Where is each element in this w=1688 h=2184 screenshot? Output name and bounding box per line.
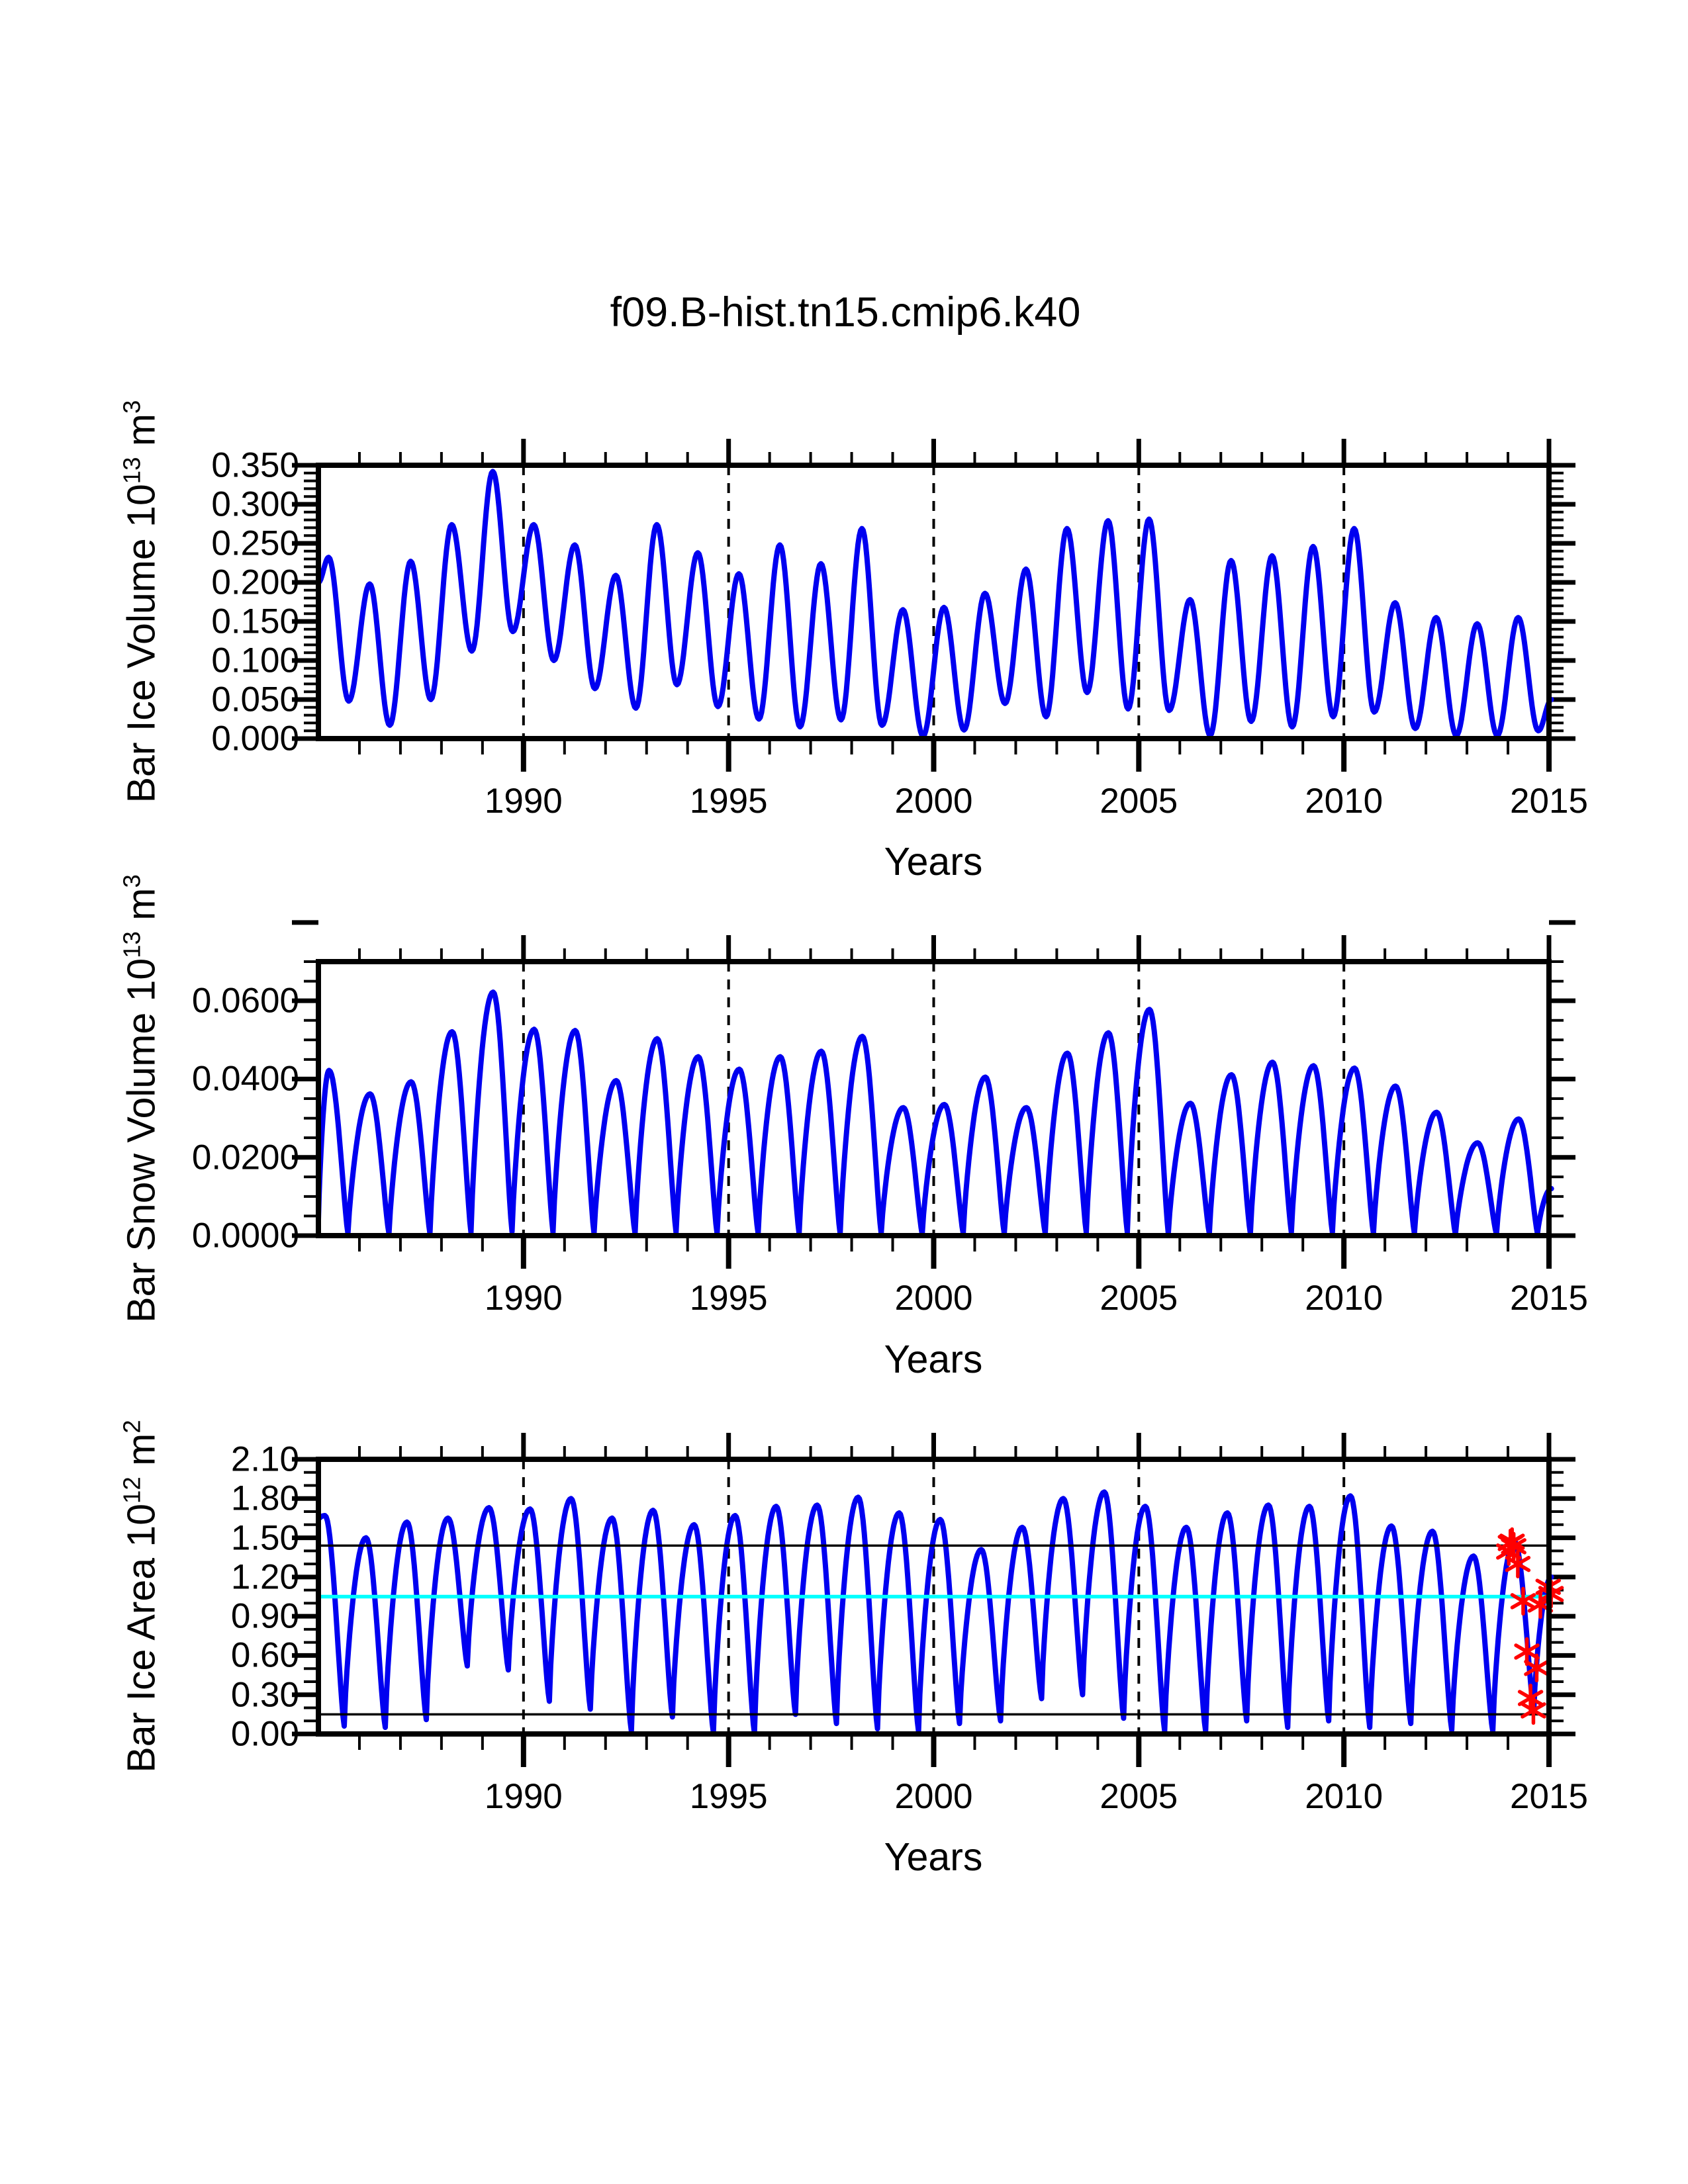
- x-tick-label: 2005: [1100, 782, 1178, 821]
- snow-volume-series-line: [316, 989, 1554, 1238]
- y-tick-label: 0.300: [211, 484, 299, 524]
- ice-volume-series-line: [316, 469, 1554, 739]
- y-tick-label: 0.100: [211, 641, 299, 680]
- panel-snow-volume: [292, 920, 1575, 1269]
- y-tick-label: 0.150: [211, 602, 299, 641]
- y-tick-label: 0.60: [230, 1635, 299, 1675]
- x-tick-label: 2010: [1305, 1777, 1383, 1816]
- ylabel-ice-volume: Bar Ice Volume 1013 m3: [118, 400, 164, 803]
- x-tick-label: 1990: [484, 1777, 563, 1816]
- ylabel-snow-volume: Bar Snow Volume 1013 m3: [118, 874, 164, 1323]
- y-tick-label: 0.0000: [191, 1216, 299, 1255]
- y-tick-label: 0.000: [211, 719, 299, 758]
- x-tick-label: 2010: [1305, 782, 1383, 821]
- y-tick-label: 0.0200: [191, 1138, 299, 1177]
- xlabel-years-middle: Years: [884, 1338, 983, 1381]
- panel-ice-volume: [292, 439, 1575, 772]
- x-tick-label: 2005: [1100, 1777, 1178, 1816]
- x-tick-label: 1995: [689, 1777, 768, 1816]
- x-tick-label: 2000: [894, 782, 973, 821]
- figure-title: f09.B-hist.tn15.cmip6.k40: [610, 289, 1081, 336]
- y-tick-label: 0.200: [211, 563, 299, 602]
- x-tick-label: 2015: [1510, 782, 1588, 821]
- x-tick-label: 2015: [1510, 1279, 1588, 1318]
- y-tick-label: 0.250: [211, 523, 299, 563]
- y-tick-label: 0.90: [230, 1596, 299, 1636]
- y-tick-label: 0.050: [211, 680, 299, 719]
- x-tick-label: 2010: [1305, 1279, 1383, 1318]
- x-tick-label: 2000: [894, 1279, 973, 1318]
- x-tick-label: 1995: [689, 1279, 768, 1318]
- y-tick-label: 0.30: [230, 1675, 299, 1715]
- plot-box-ice-area: [316, 1457, 1552, 1737]
- x-tick-label: 2000: [894, 1777, 973, 1816]
- x-tick-label: 1990: [484, 1279, 563, 1318]
- y-tick-label: 1.20: [230, 1557, 299, 1597]
- y-tick-label: 1.80: [230, 1479, 299, 1518]
- panel-ice-area: [292, 1433, 1575, 1767]
- y-tick-label: 0.0400: [191, 1059, 299, 1099]
- ice-area-series-line: [316, 1489, 1554, 1736]
- x-tick-label: 1995: [689, 782, 768, 821]
- x-tick-label: 2015: [1510, 1777, 1588, 1816]
- xlabel-years-top: Years: [884, 840, 983, 884]
- ylabel-ice-area: Bar Ice Area 1012 m2: [118, 1420, 164, 1773]
- y-tick-label: 1.50: [230, 1518, 299, 1558]
- plot-box-ice-volume: [316, 463, 1552, 741]
- xlabel-years-bottom: Years: [884, 1835, 983, 1879]
- y-tick-label: 2.10: [230, 1439, 299, 1479]
- x-tick-label: 1990: [484, 782, 563, 821]
- y-tick-label: 0.350: [211, 445, 299, 485]
- x-tick-label: 2005: [1100, 1279, 1178, 1318]
- y-tick-label: 0.00: [230, 1714, 299, 1754]
- y-tick-label: 0.0600: [191, 981, 299, 1021]
- plot-box-snow-volume: [316, 959, 1552, 1238]
